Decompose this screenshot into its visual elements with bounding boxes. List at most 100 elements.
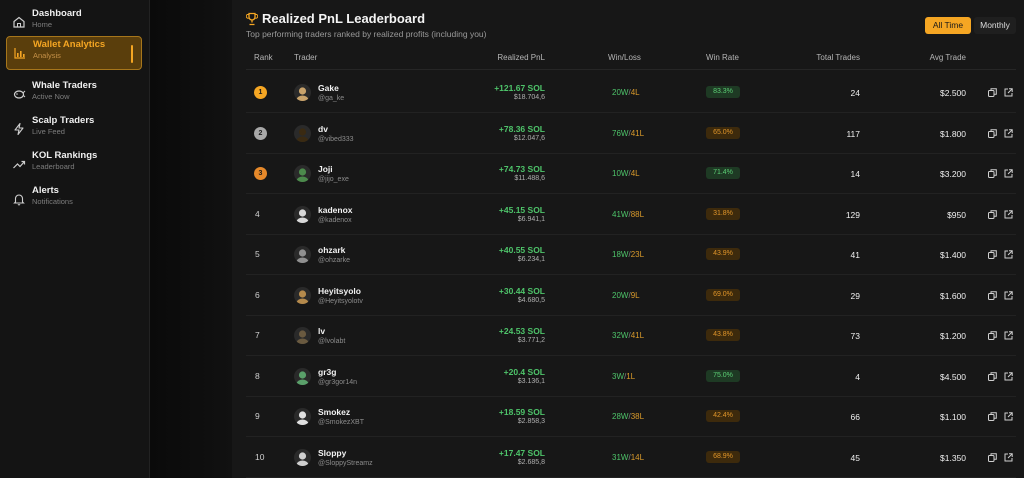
sidebar-item-whale-traders[interactable]: Whale Traders Active Now (6, 78, 142, 112)
copy-icon[interactable] (988, 209, 997, 219)
win-loss: 20W/9L (612, 290, 640, 300)
bar-chart-icon (13, 46, 27, 60)
table-row[interactable]: 4 kadenox @kadenox +45.15 SOL $6.941,1 41W/88… (246, 194, 1016, 235)
copy-icon[interactable] (988, 452, 997, 462)
trader-name[interactable]: Smokez (318, 407, 351, 417)
trader-name[interactable]: ohzark (318, 245, 346, 255)
realized-pnl: +18.59 SOL (498, 407, 545, 417)
trader-name[interactable]: lv (318, 326, 326, 336)
trader-name[interactable]: dv (318, 123, 328, 134)
win-rate-badge: 43.9% (706, 248, 740, 260)
avatar (294, 165, 311, 182)
monthly-filter-button[interactable]: Monthly (974, 17, 1016, 34)
win-loss: 76W/41L (612, 128, 645, 138)
home-icon (12, 15, 26, 29)
losses: 4L (630, 88, 640, 97)
external-link-icon[interactable] (1004, 128, 1013, 138)
leaderboard-panel: Realized PnL Leaderboard Top performing … (232, 0, 1024, 478)
avatar (294, 367, 311, 385)
column-header-avg: Avg Trade (929, 53, 966, 62)
table-row[interactable]: 3 Joji @jijo_exe +74.73 SOL $11.488,6 10W/4L 7… (246, 153, 1016, 194)
losses: 14L (630, 452, 645, 462)
realized-pnl: +78.36 SOL (498, 123, 545, 134)
trader-name[interactable]: Heyitsyolo (318, 285, 361, 296)
sidebar-item-label: Scalp Traders (32, 115, 95, 126)
sidebar-item-kol-rankings[interactable]: KOL Rankings Leaderboard (6, 148, 142, 182)
total-trades: 24 (850, 88, 860, 98)
sidebar-item-dashboard[interactable]: Dashboard Home (6, 6, 142, 40)
trader-handle: @SloppyStreamz (318, 459, 373, 467)
sidebar-item-label: Wallet Analytics (33, 39, 106, 50)
avatar (294, 205, 311, 223)
sidebar-item-sub: Active Now (32, 92, 70, 101)
avg-trade: $2.500 (940, 88, 966, 98)
realized-pnl-usd: $12.047,6 (513, 134, 545, 142)
external-link-icon[interactable] (1004, 412, 1013, 421)
whale-icon (12, 87, 26, 101)
external-link-icon[interactable] (1004, 250, 1013, 259)
copy-icon[interactable] (988, 169, 997, 178)
external-link-icon[interactable] (1004, 209, 1013, 219)
page-subtitle: Top performing traders ranked by realize… (246, 29, 487, 39)
win-rate-badge: 43.8% (706, 329, 740, 341)
sidebar-item-wallet-analytics[interactable]: Wallet Analytics Analysis (6, 36, 142, 70)
external-link-icon[interactable] (1004, 331, 1013, 340)
trader-name[interactable]: kadenox (318, 204, 353, 215)
sidebar-item-sub: Leaderboard (32, 162, 75, 171)
copy-icon[interactable] (988, 250, 997, 259)
external-link-icon[interactable] (1004, 88, 1013, 97)
external-link-icon[interactable] (1004, 169, 1013, 178)
wins: 18W (612, 250, 629, 259)
external-link-icon[interactable] (1004, 452, 1013, 462)
copy-icon[interactable] (988, 128, 997, 138)
sidebar-item-scalp-traders[interactable]: Scalp Traders Live Feed (6, 113, 142, 147)
copy-icon[interactable] (988, 331, 997, 340)
win-loss: 32W/41L (612, 331, 645, 340)
column-header-trader: Trader (294, 53, 318, 62)
rank-number: 6 (255, 289, 260, 300)
all-time-filter-button[interactable]: All Time (925, 17, 971, 34)
win-loss: 31W/14L (612, 452, 645, 462)
table-row[interactable]: 2 dv @vibed333 +78.36 SOL $12.047,6 76W/41L 65… (246, 113, 1016, 154)
copy-icon[interactable] (988, 290, 997, 300)
win-rate-badge: 71.4% (706, 167, 740, 179)
win-loss: 10W/4L (612, 169, 640, 178)
table-row[interactable]: 7 lv @lvolabt +24.53 SOL $3.771,2 32W/41L 43.8… (246, 315, 1016, 356)
table-row[interactable]: 9 Smokez @SmokezXBT +18.59 SOL $2.858,3 28W/3… (246, 396, 1016, 437)
trader-name[interactable]: gr3g (318, 366, 337, 377)
avg-trade: $1.600 (940, 290, 966, 301)
table-row[interactable]: 5 ohzark @ohzarke +40.55 SOL $6.234,1 18W/23L… (246, 234, 1016, 275)
backdrop (150, 0, 232, 478)
realized-pnl-usd: $6.234,1 (517, 256, 545, 263)
trader-handle: @Heyitsyolotv (318, 297, 363, 305)
wins: 28W (612, 412, 629, 421)
sidebar-item-sub: Live Feed (32, 127, 65, 136)
sidebar-item-label: Dashboard (32, 8, 82, 19)
table-row[interactable]: 8 gr3g @gr3gor14n +20.4 SOL $3.136,1 3W/1L 75.… (246, 356, 1016, 397)
trader-name[interactable]: Joji (318, 164, 333, 174)
realized-pnl-usd: $3.771,2 (517, 337, 545, 344)
sidebar-item-alerts[interactable]: Alerts Notifications (6, 183, 142, 217)
external-link-icon[interactable] (1004, 290, 1013, 300)
losses: 1L (626, 371, 636, 381)
trader-handle: @jijo_exe (318, 176, 349, 183)
copy-icon[interactable] (988, 412, 997, 421)
table-row[interactable]: 1 Gake @ga_ke +121.67 SOL $18.704,6 20W/4L 83.… (246, 72, 1016, 113)
table-row[interactable]: 10 Sloppy @SloppyStreamz +17.47 SOL $2.685,8… (246, 437, 1016, 478)
column-header-winloss: Win/Loss (608, 53, 641, 62)
trending-up-icon (12, 157, 26, 171)
external-link-icon[interactable] (1004, 371, 1013, 381)
wins: 10W (612, 169, 629, 178)
column-header-trades: Total Trades (816, 53, 860, 62)
copy-icon[interactable] (988, 88, 997, 97)
copy-icon[interactable] (988, 371, 997, 381)
column-header-pnl: Realized PnL (497, 53, 545, 62)
table-row[interactable]: 6 Heyitsyolo @Heyitsyolotv +30.44 SOL $4.680… (246, 275, 1016, 316)
trader-name[interactable]: Sloppy (318, 447, 347, 458)
avatar (294, 246, 311, 263)
trader-name[interactable]: Gake (318, 83, 339, 93)
active-indicator (131, 45, 133, 63)
rank-number: 9 (255, 411, 260, 421)
losses: 41L (630, 331, 645, 340)
total-trades: 41 (850, 250, 860, 260)
